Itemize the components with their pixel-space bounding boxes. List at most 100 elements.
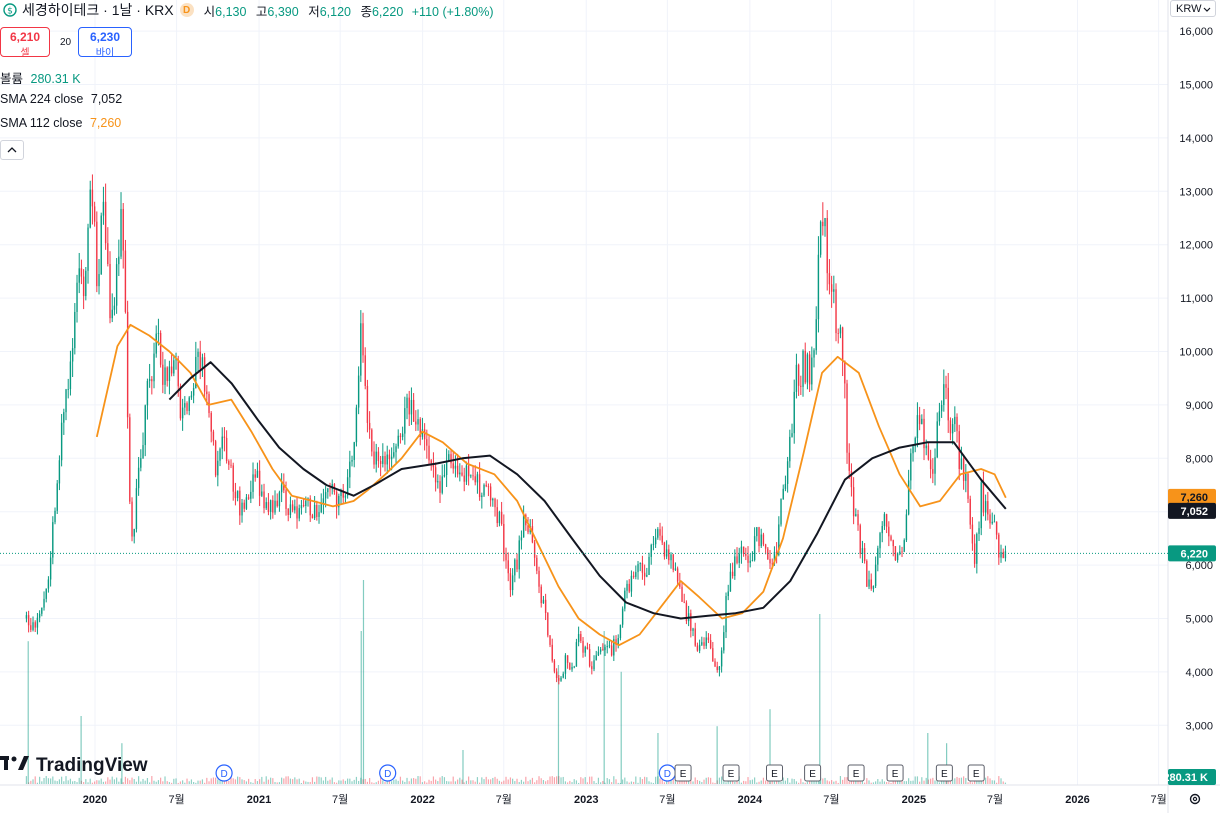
volume-bar (382, 780, 384, 784)
candle-body (676, 568, 679, 582)
volume-bar (30, 780, 32, 784)
volume-bar (435, 779, 437, 784)
volume-bar (954, 778, 956, 784)
candle-body (225, 437, 228, 462)
volume-bar (39, 776, 41, 784)
earnings-marker (804, 764, 822, 782)
candle-body (27, 615, 30, 626)
candle-body (923, 418, 925, 449)
volume-bar (817, 781, 820, 784)
candle-body (210, 413, 212, 432)
candle-body (206, 391, 208, 395)
candle-body (85, 270, 87, 297)
volume-bar (859, 780, 861, 784)
candle-body (573, 666, 575, 668)
candle-body (254, 474, 256, 478)
candle-body (877, 548, 879, 565)
sma112-legend[interactable]: SMA 112 close 7,260 (0, 116, 121, 130)
volume-bar (454, 781, 457, 784)
data-status-badge[interactable]: D (179, 3, 194, 17)
candle-body (650, 544, 652, 557)
candle-body (203, 357, 206, 392)
volume-bar (430, 780, 432, 784)
candle-body (648, 556, 650, 575)
volume-bar (300, 782, 303, 784)
candle-body (729, 571, 732, 592)
volume-bar (377, 780, 380, 784)
candle-body (371, 429, 373, 452)
candle-body (450, 454, 452, 464)
volume-bar (875, 781, 877, 784)
symbol-title[interactable]: 세경하이테크 · 1날 · KRX (22, 2, 174, 18)
candle-body (672, 554, 674, 570)
volume-bar (655, 776, 657, 784)
candle-body (914, 438, 916, 447)
candle-body (252, 474, 254, 492)
candle-body (32, 622, 34, 630)
volume-bar (281, 777, 283, 784)
candle-body (591, 666, 593, 670)
sma224-legend[interactable]: SMA 224 close 7,052 (0, 92, 122, 106)
volume-legend[interactable]: 볼륨 280.31 K (0, 68, 81, 87)
candle-body (208, 394, 210, 414)
volume-bar (171, 782, 173, 784)
candle-body (63, 412, 65, 423)
candle-body (221, 436, 223, 449)
volume-bar (63, 781, 65, 784)
candle-body (740, 546, 743, 554)
volume-bar (184, 782, 186, 784)
volume-bar (395, 779, 397, 784)
volume-bar (168, 782, 171, 784)
open-value: 6,130 (215, 4, 247, 19)
candle-body (833, 289, 835, 292)
volume-bar (85, 779, 87, 784)
volume-bar (718, 777, 721, 784)
volume-bar (573, 779, 575, 784)
candle-body (179, 386, 182, 419)
volume-bar (934, 780, 936, 784)
volume-bar (450, 781, 452, 784)
chevron-down-icon (1203, 7, 1211, 12)
event-marker-label: E (680, 769, 687, 780)
candle-body (881, 525, 883, 534)
volume-bar (538, 776, 540, 784)
volume-bar (615, 779, 617, 784)
volume-bar (87, 782, 89, 784)
candle-body (551, 644, 553, 661)
volume-bar (342, 779, 344, 784)
tradingview-logo[interactable]: TradingView (0, 754, 148, 777)
collapse-legend-button[interactable] (0, 140, 24, 160)
settings-button[interactable] (1184, 789, 1206, 809)
gear-icon (1189, 793, 1201, 805)
y-tick-label: 12,000 (1179, 240, 1213, 252)
volume-bar (406, 777, 408, 784)
candle-body (613, 639, 615, 656)
buy-button[interactable]: 6,230 바이 (78, 27, 132, 59)
candle-body (852, 487, 855, 517)
candle-body (228, 461, 230, 465)
candle-body (764, 544, 767, 549)
candle-body (329, 488, 331, 490)
candle-body (298, 508, 300, 519)
candle-body (195, 356, 197, 389)
candle-body (822, 221, 824, 227)
sell-button[interactable]: 6,210 셀 (0, 27, 50, 59)
volume-bar (294, 777, 296, 784)
volume-spike (819, 614, 821, 784)
volume-bar (212, 777, 215, 784)
candle-body (767, 548, 769, 560)
candle-body (56, 483, 58, 511)
volume-bar (481, 777, 483, 784)
candle-body (945, 384, 947, 388)
candle-body (412, 399, 415, 422)
currency-selector[interactable]: KRW (1170, 0, 1216, 17)
candle-body (494, 498, 496, 508)
candle-body (771, 563, 773, 565)
candle-body (960, 458, 963, 469)
candle-body (313, 504, 316, 519)
candle-body (38, 613, 41, 618)
candle-body (399, 435, 402, 437)
candle-body (230, 464, 232, 466)
candle-body (855, 514, 857, 517)
